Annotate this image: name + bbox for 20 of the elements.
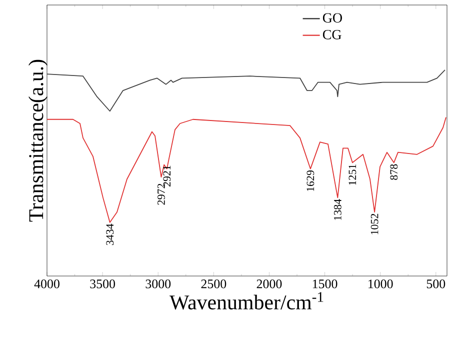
x-tick-label: 1000: [368, 280, 393, 288]
y-axis-title: Transmittance(a.u.): [28, 60, 48, 222]
x-tick-label: 500: [426, 280, 446, 288]
x-tick-label: 4000: [34, 280, 60, 288]
x-tick-label: 2000: [256, 280, 282, 288]
x-tick-label: 3000: [146, 280, 171, 288]
annotation: 2972: [158, 184, 165, 205]
annotation: 1384: [334, 199, 342, 220]
annotation: 2921: [163, 166, 171, 186]
annotation: 1052: [370, 214, 378, 234]
x-tick-label: 3500: [90, 280, 116, 288]
x-tick-label: 2500: [201, 280, 226, 288]
x-axis-title: Wavenumber/cm$^{-1}$: [169, 292, 324, 310]
annotation: 1251: [348, 164, 356, 185]
x-tick-label: 1500: [312, 280, 338, 288]
legend-label: GO: [322, 13, 342, 23]
annotation: 1629: [306, 170, 314, 191]
annotation: 878: [390, 164, 398, 180]
legend-label: CG: [322, 30, 342, 40]
annotation: 3434: [106, 224, 114, 246]
